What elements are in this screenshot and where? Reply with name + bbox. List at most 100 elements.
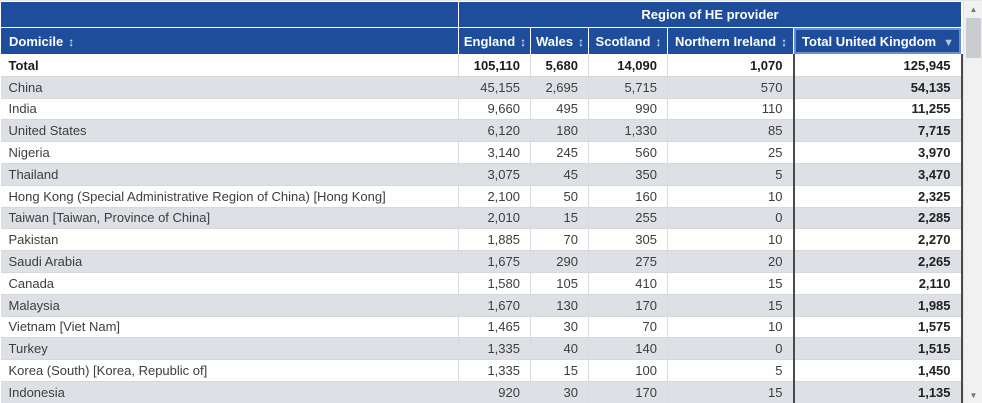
table-row: Korea (South) [Korea, Republic of]1,335 1… [1, 360, 962, 382]
cell-num: 10 [668, 229, 794, 251]
cell-num: 1,465 [459, 316, 531, 338]
column-header-scotland[interactable]: Scotland↕ [589, 28, 668, 55]
cell-num: 1,070 [668, 55, 794, 77]
cell-num: 5 [668, 360, 794, 382]
cell-domicile: Vietnam [Viet Nam] [1, 316, 459, 338]
column-header-wales[interactable]: Wales ↕ [531, 28, 589, 55]
domicile-by-region-table: Region of HE provider Domicile ↕ England↕… [0, 1, 963, 403]
cell-num: 5,680 [531, 55, 589, 77]
cell-num: 1,670 [459, 294, 531, 316]
cell-domicile: United States [1, 120, 459, 142]
cell-totaluk: 54,135 [794, 76, 962, 98]
cell-totaluk: 7,715 [794, 120, 962, 142]
cell-num: 10 [668, 316, 794, 338]
table-row: Hong Kong (Special Administrative Region… [1, 185, 962, 207]
scroll-up-button[interactable]: ▲ [964, 1, 982, 17]
cell-num: 2,695 [531, 76, 589, 98]
scrollbar-thumb[interactable] [966, 18, 981, 58]
cell-num: 105 [531, 272, 589, 294]
column-header-northern-ireland[interactable]: Northern Ireland↕ [668, 28, 794, 55]
cell-num: 5,715 [589, 76, 668, 98]
sort-updown-icon[interactable]: ↕ [520, 35, 525, 49]
cell-num: 30 [531, 381, 589, 403]
column-header-england[interactable]: England↕ [459, 28, 531, 55]
cell-num: 15 [668, 272, 794, 294]
cell-num: 70 [589, 316, 668, 338]
cell-num: 1,675 [459, 251, 531, 273]
column-header-total-united-kingdom[interactable]: Total United Kingdom ▼ [794, 28, 962, 55]
sort-desc-icon[interactable]: ▼ [943, 37, 953, 49]
cell-domicile: Korea (South) [Korea, Republic of] [1, 360, 459, 382]
cell-num: 0 [668, 338, 794, 360]
sort-updown-icon[interactable]: ↕ [68, 35, 73, 49]
scroll-down-button[interactable]: ▼ [964, 387, 982, 403]
cell-num: 20 [668, 251, 794, 273]
cell-domicile: Canada [1, 272, 459, 294]
cell-num: 170 [589, 294, 668, 316]
cell-domicile: Total [1, 55, 459, 77]
total-uk-label: Total United Kingdom [802, 34, 936, 49]
cell-domicile: Hong Kong (Special Administrative Region… [1, 185, 459, 207]
cell-domicile: Saudi Arabia [1, 251, 459, 273]
cell-num: 990 [589, 98, 668, 120]
cell-num: 140 [589, 338, 668, 360]
cell-domicile: India [1, 98, 459, 120]
cell-domicile: Thailand [1, 163, 459, 185]
cell-num: 920 [459, 381, 531, 403]
cell-num: 30 [531, 316, 589, 338]
cell-num: 3,140 [459, 142, 531, 164]
cell-num: 45,155 [459, 76, 531, 98]
region-of-he-provider-header: Region of HE provider [459, 2, 962, 28]
cell-num: 290 [531, 251, 589, 273]
domicile-label: Domicile [9, 34, 63, 49]
column-header-domicile[interactable]: Domicile ↕ [1, 28, 459, 55]
cell-domicile: Malaysia [1, 294, 459, 316]
cell-domicile: China [1, 76, 459, 98]
sort-updown-icon[interactable]: ↕ [655, 35, 660, 49]
cell-num: 14,090 [589, 55, 668, 77]
cell-num: 410 [589, 272, 668, 294]
cell-totaluk: 1,985 [794, 294, 962, 316]
cell-num: 1,335 [459, 360, 531, 382]
vertical-scrollbar[interactable]: ▲ ▼ [963, 1, 982, 403]
cell-totaluk: 2,265 [794, 251, 962, 273]
he-students-table: Region of HE provider Domicile ↕ England↕… [0, 1, 963, 403]
corner-cell [1, 2, 459, 28]
cell-num: 0 [668, 207, 794, 229]
cell-domicile: Indonesia [1, 381, 459, 403]
cell-num: 160 [589, 185, 668, 207]
cell-num: 130 [531, 294, 589, 316]
cell-num: 50 [531, 185, 589, 207]
cell-num: 560 [589, 142, 668, 164]
cell-num: 305 [589, 229, 668, 251]
cell-num: 570 [668, 76, 794, 98]
cell-num: 2,010 [459, 207, 531, 229]
cell-num: 45 [531, 163, 589, 185]
cell-num: 85 [668, 120, 794, 142]
sort-updown-icon[interactable]: ↕ [578, 35, 583, 49]
wales-label: Wales [536, 34, 573, 49]
cell-num: 100 [589, 360, 668, 382]
cell-num: 495 [531, 98, 589, 120]
cell-domicile: Turkey [1, 338, 459, 360]
cell-totaluk: 1,135 [794, 381, 962, 403]
sort-updown-icon[interactable]: ↕ [781, 35, 786, 49]
cell-num: 275 [589, 251, 668, 273]
cell-totaluk: 1,450 [794, 360, 962, 382]
cell-totaluk: 1,515 [794, 338, 962, 360]
cell-num: 350 [589, 163, 668, 185]
cell-num: 5 [668, 163, 794, 185]
cell-num: 180 [531, 120, 589, 142]
